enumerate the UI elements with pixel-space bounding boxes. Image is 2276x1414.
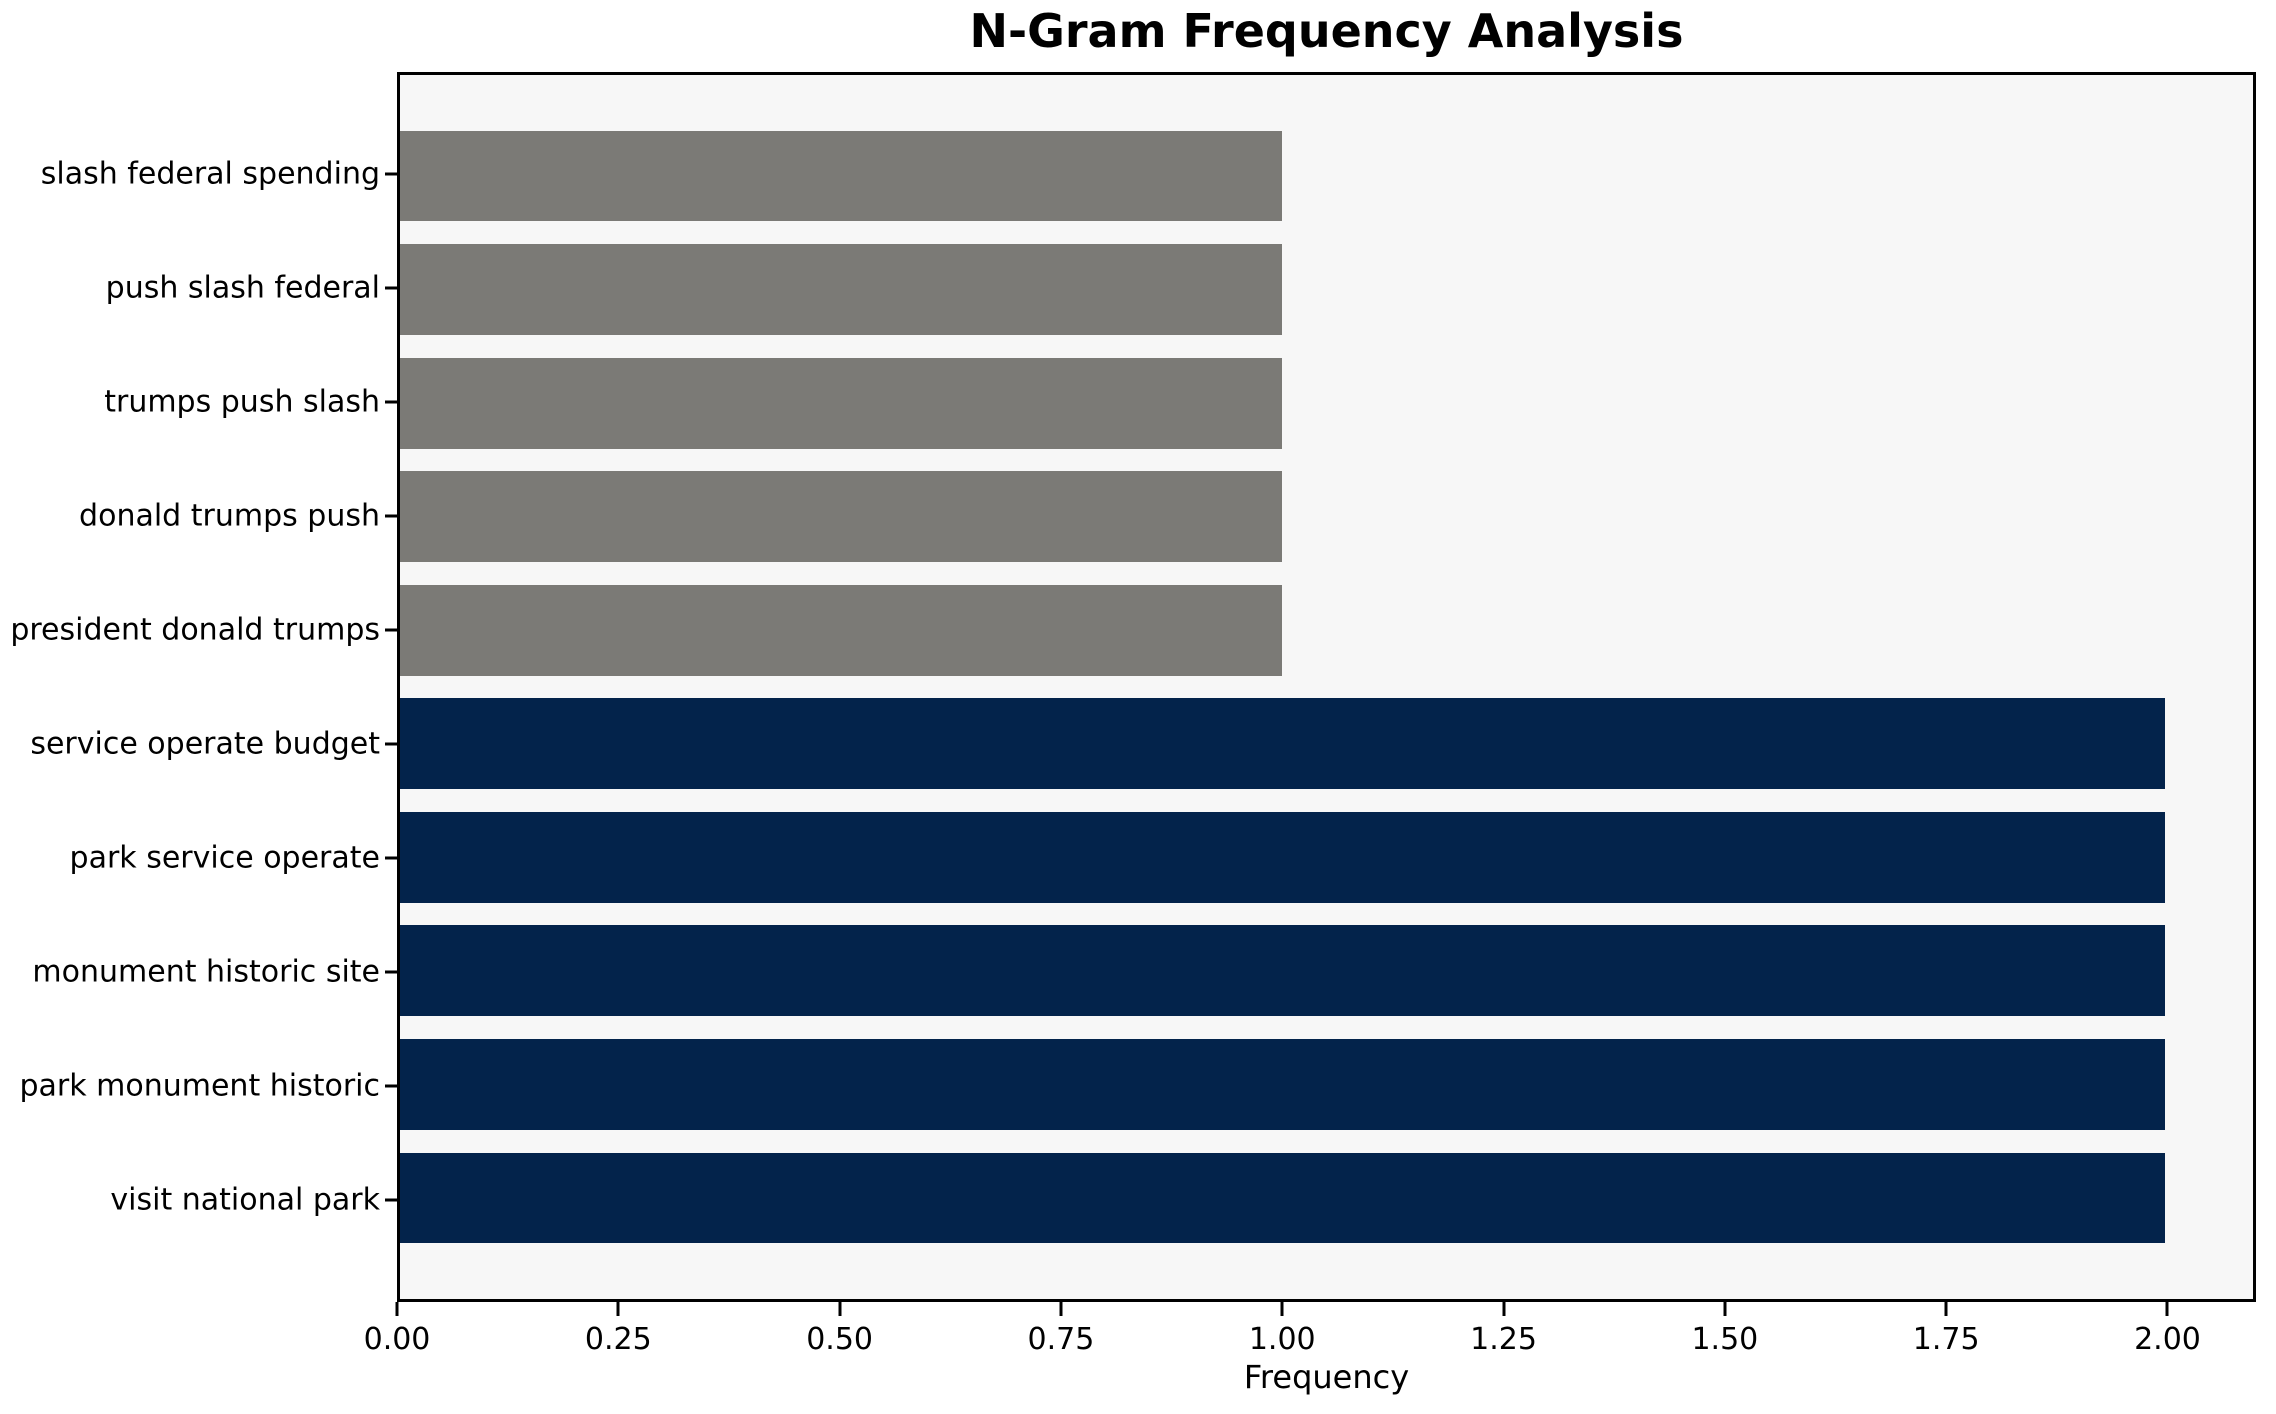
y-tick-label: slash federal spending <box>40 156 380 192</box>
x-tick-mark <box>2165 1302 2169 1316</box>
x-tick-mark <box>1944 1302 1948 1316</box>
x-axis-label: Frequency <box>1243 1358 1410 1396</box>
y-tick-mark <box>385 514 397 518</box>
x-tick-mark <box>1502 1302 1506 1316</box>
x-tick-label: 0.00 <box>363 1322 431 1357</box>
x-tick-mark <box>395 1302 399 1316</box>
bar <box>400 584 1283 676</box>
x-axis: 0.00 0.25 0.50 0.75 1.00 1.25 1.50 1.75 2.00 <box>364 1302 2256 1412</box>
x-tick-label: 1.50 <box>1691 1322 1759 1357</box>
y-tick-labels: visit national park park monument histori… <box>0 72 380 1302</box>
y-tick-mark <box>385 172 397 176</box>
x-tick-mark <box>616 1302 620 1316</box>
x-tick-mark <box>838 1302 842 1316</box>
y-tick-mark <box>385 628 397 632</box>
y-tick-label: visit national park <box>110 1182 380 1218</box>
y-tick-mark <box>385 1198 397 1202</box>
bar <box>400 925 2165 1017</box>
bar <box>400 471 1283 563</box>
x-tick-label: 1.25 <box>1470 1322 1537 1357</box>
x-tick-mark <box>1059 1302 1063 1316</box>
y-tick-mark <box>385 856 397 860</box>
y-tick-label: trumps push slash <box>104 384 380 420</box>
bar <box>400 357 1283 449</box>
chart-title: N-Gram Frequency Analysis <box>969 4 1684 58</box>
bars-layer <box>400 75 2253 1299</box>
bar <box>400 1038 2165 1130</box>
y-tick-label: donald trumps push <box>79 498 380 534</box>
y-tick-mark <box>385 1084 397 1088</box>
x-tick-label: 0.25 <box>584 1322 652 1357</box>
y-tick-label: monument historic site <box>32 954 380 990</box>
x-tick-label: 1.75 <box>1912 1322 1980 1357</box>
y-tick-label: park service operate <box>69 840 380 876</box>
bar <box>400 811 2165 903</box>
y-tick-mark <box>385 400 397 404</box>
y-tick-mark <box>385 286 397 290</box>
bar <box>400 130 1283 222</box>
y-tick-label: push slash federal <box>105 270 380 306</box>
bar <box>400 244 1283 335</box>
x-tick-label: 2.00 <box>2134 1322 2201 1357</box>
y-tick-label: president donald trumps <box>10 612 380 648</box>
x-tick-mark <box>1280 1302 1284 1316</box>
plot-area <box>397 72 2256 1302</box>
y-tick-mark <box>385 742 397 746</box>
x-tick-label: 0.75 <box>1027 1322 1095 1357</box>
bar <box>400 1152 2165 1244</box>
x-tick-label: 1.00 <box>1248 1322 1316 1357</box>
y-tick-marks <box>385 72 397 1302</box>
y-tick-mark <box>385 970 397 974</box>
y-tick-label: service operate budget <box>30 726 380 762</box>
x-tick-mark <box>1723 1302 1727 1316</box>
y-tick-label: park monument historic <box>19 1068 380 1104</box>
bar <box>400 698 2165 790</box>
x-tick-label: 0.50 <box>806 1322 874 1357</box>
